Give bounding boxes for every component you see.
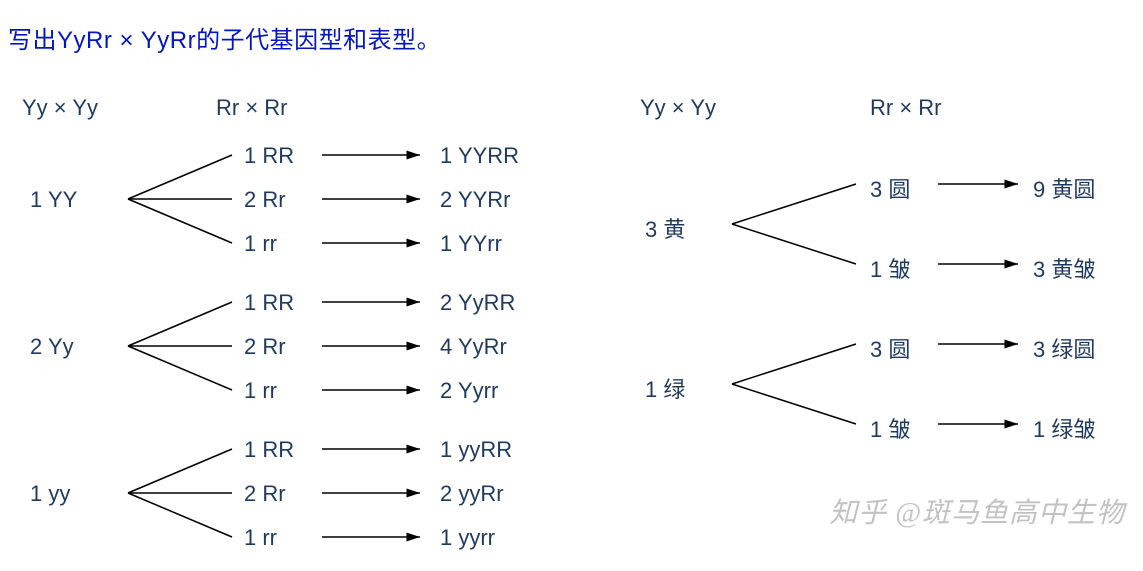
right-header-rr: Rr × Rr xyxy=(870,95,942,121)
left-g3-c0-mid: 1 RR xyxy=(244,437,294,463)
right-g2-c0-mid: 3 圆 xyxy=(870,332,910,364)
diagram-stage: 写出YyRr × YyRr的子代基因型和表型。 Yy × Yy Rr × Rr … xyxy=(0,0,1143,571)
left-g1-c2-res: 1 YYrr xyxy=(440,231,502,257)
right-g1-c1-mid: 1 皱 xyxy=(870,252,910,284)
left-g3-parent: 1 yy xyxy=(30,481,70,507)
left-g2-c2-mid: 1 rr xyxy=(244,378,277,404)
right-g1-c0-res: 9 黄圆 xyxy=(1033,172,1095,204)
left-g1-c0-mid: 1 RR xyxy=(244,143,294,169)
left-g3-c1-mid: 2 Rr xyxy=(244,481,286,507)
left-g3-c0-res: 1 yyRR xyxy=(440,437,512,463)
watermark-text: 知乎 @斑马鱼高中生物 xyxy=(829,491,1125,531)
right-g1-parent: 3 黄 xyxy=(645,212,685,244)
left-g3-c2-mid: 1 rr xyxy=(244,525,277,551)
right-g2-c0-res: 3 绿圆 xyxy=(1033,332,1095,364)
left-g3-c2-res: 1 yyrr xyxy=(440,525,495,551)
left-g1-c1-mid: 2 Rr xyxy=(244,187,286,213)
left-g2-c0-mid: 1 RR xyxy=(244,290,294,316)
left-g2-c1-mid: 2 Rr xyxy=(244,334,286,360)
left-header-yy: Yy × Yy xyxy=(22,95,98,121)
right-g2-parent: 1 绿 xyxy=(645,372,685,404)
left-g1-c0-res: 1 YYRR xyxy=(440,143,519,169)
right-g2-c1-mid: 1 皱 xyxy=(870,412,910,444)
page-title: 写出YyRr × YyRr的子代基因型和表型。 xyxy=(8,20,441,55)
right-header-yy: Yy × Yy xyxy=(640,95,716,121)
left-header-rr: Rr × Rr xyxy=(216,95,288,121)
left-g2-c2-res: 2 Yyrr xyxy=(440,378,498,404)
left-g3-c1-res: 2 yyRr xyxy=(440,481,504,507)
right-g1-c0-mid: 3 圆 xyxy=(870,172,910,204)
right-g2-c1-res: 1 绿皱 xyxy=(1033,412,1095,444)
left-g2-c1-res: 4 YyRr xyxy=(440,334,507,360)
left-g1-parent: 1 YY xyxy=(30,187,77,213)
left-g1-c2-mid: 1 rr xyxy=(244,231,277,257)
left-g1-c1-res: 2 YYRr xyxy=(440,187,511,213)
left-g2-c0-res: 2 YyRR xyxy=(440,290,515,316)
left-g2-parent: 2 Yy xyxy=(30,334,74,360)
connector-lines xyxy=(0,0,1143,571)
right-g1-c1-res: 3 黄皱 xyxy=(1033,252,1095,284)
